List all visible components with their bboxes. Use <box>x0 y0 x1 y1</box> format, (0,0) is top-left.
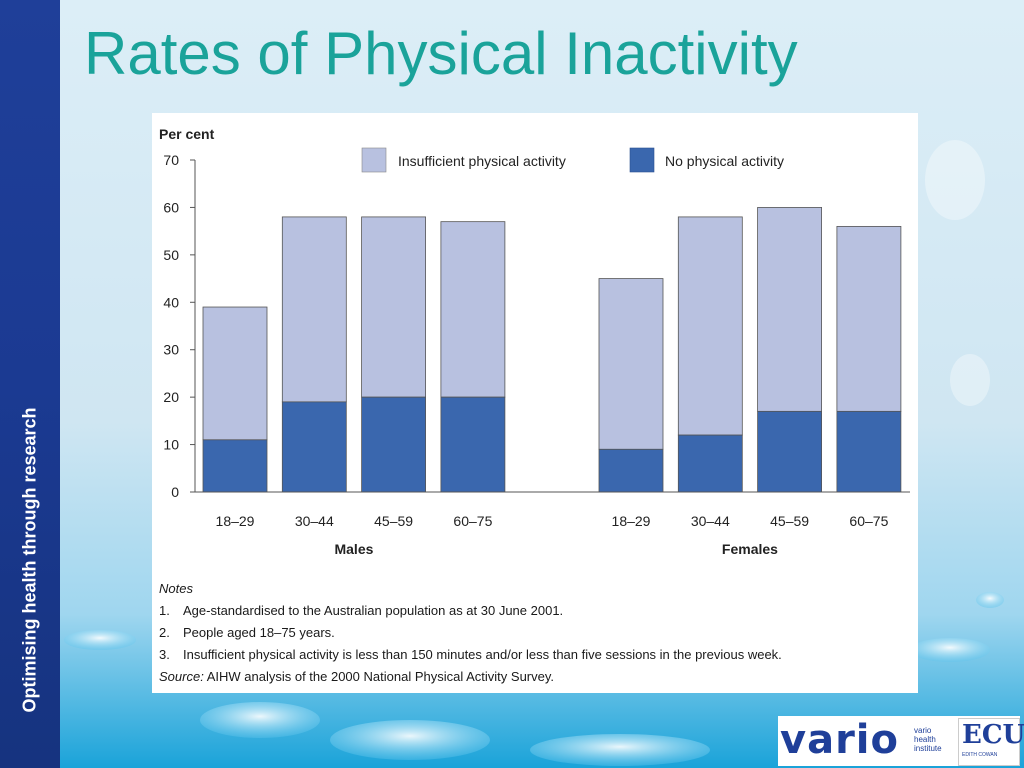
bar-none-males-18–29 <box>202 439 268 493</box>
bar-insufficient-males-60–75 <box>440 221 506 398</box>
bar-insufficient-females-18–29 <box>598 278 664 450</box>
y-tick-label: 40 <box>163 294 179 310</box>
bar-insufficient-females-60–75 <box>836 225 902 412</box>
sidebar: Optimising health through research <box>0 0 60 768</box>
note-item: 2. People aged 18–75 years. <box>159 625 335 640</box>
y-axis-title: Per cent <box>159 126 215 142</box>
x-tick-label: 30–44 <box>691 513 730 529</box>
legend-swatch-none <box>629 147 655 173</box>
bar-none-females-60–75 <box>836 410 902 493</box>
bar-none-males-30–44 <box>281 401 347 493</box>
legend-label-none: No physical activity <box>665 153 784 169</box>
ecu-logo <box>958 718 1020 766</box>
bar-none-females-30–44 <box>677 434 743 493</box>
x-tick-label: 60–75 <box>849 513 888 529</box>
y-tick-label: 10 <box>163 437 179 453</box>
bar-insufficient-males-18–29 <box>202 306 268 441</box>
bar-insufficient-females-30–44 <box>677 216 743 436</box>
stacked-bar-chart: 0 10 20 30 40 50 60 70 Per cent Insufficient phys… <box>159 126 910 557</box>
bar-none-females-45–59 <box>757 410 822 493</box>
vario-logo: vario <box>780 717 899 763</box>
legend-label-insufficient: Insufficient physical activity <box>398 153 566 169</box>
bar-none-males-45–59 <box>361 396 427 493</box>
notes-heading: Notes <box>159 581 193 596</box>
y-tick-label: 0 <box>171 484 179 500</box>
water-background <box>64 140 1004 766</box>
bar-none-females-18–29 <box>598 448 664 493</box>
notes-section: Notes 1. Age-standardised to the Australi… <box>159 578 909 688</box>
ecu-logo-text: ECU <box>962 720 1024 750</box>
y-tick-label: 50 <box>163 247 179 263</box>
legend-swatch-insufficient <box>361 147 387 173</box>
note-item: 1. Age-standardised to the Australian pop… <box>159 603 564 618</box>
note-item: 3. Insufficient physical activity is less… <box>159 647 782 662</box>
x-tick-label: 18–29 <box>612 513 651 529</box>
source-line: Source: AIHW analysis of the 2000 Nation… <box>159 669 555 684</box>
vario-logo-subtitle: vario health institute <box>914 726 942 753</box>
slide-title: Rates of Physical Inactivity <box>84 20 798 87</box>
x-tick-label: 45–59 <box>374 513 413 529</box>
group-label-females: Females <box>722 541 778 557</box>
bar-insufficient-females-45–59 <box>757 207 822 412</box>
bar-insufficient-males-30–44 <box>281 216 347 403</box>
y-tick-label: 70 <box>163 152 179 168</box>
x-tick-label: 30–44 <box>295 513 334 529</box>
group-label-males: Males <box>334 541 373 557</box>
y-tick-label: 60 <box>163 199 179 215</box>
bar-none-males-60–75 <box>440 396 506 493</box>
x-tick-label: 45–59 <box>770 513 809 529</box>
ecu-logo-subtitle: EDITH COWAN <box>962 752 998 758</box>
y-tick-label: 30 <box>163 342 179 358</box>
bar-insufficient-males-45–59 <box>361 216 427 398</box>
y-tick-label: 20 <box>163 389 179 405</box>
x-tick-label: 60–75 <box>453 513 492 529</box>
x-tick-label: 18–29 <box>216 513 255 529</box>
